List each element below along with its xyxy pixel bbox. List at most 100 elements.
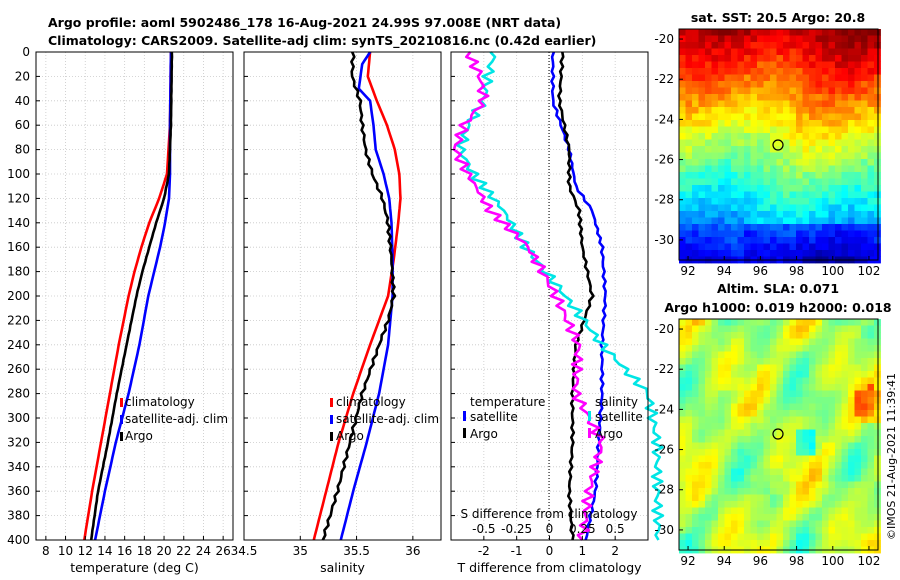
map-cell	[861, 165, 868, 173]
map-cell	[724, 29, 732, 36]
map-cell	[698, 423, 706, 430]
map-cell	[711, 501, 719, 508]
map-cell	[744, 100, 751, 108]
map-cell	[809, 42, 816, 49]
map-cell	[731, 325, 738, 333]
map-cell	[718, 449, 725, 456]
map-cell	[796, 139, 803, 147]
map-cell	[698, 371, 706, 378]
map-cell	[841, 501, 849, 508]
map-cell	[841, 139, 849, 147]
map-cell	[724, 113, 732, 121]
map-cell	[835, 371, 842, 378]
legend-label-climatology: climatology	[125, 395, 195, 409]
map-cell	[815, 191, 823, 199]
map-cell	[711, 533, 719, 541]
x-tick-label: 1	[579, 544, 587, 558]
map-cell	[718, 540, 725, 547]
map-cell	[757, 35, 764, 43]
map-cell	[854, 423, 862, 430]
map-cell	[718, 384, 725, 391]
map-cell	[815, 224, 823, 231]
map-cell	[841, 48, 849, 56]
map-cell	[737, 159, 745, 166]
map-cell	[841, 514, 849, 521]
map-cell	[861, 107, 868, 114]
map-cell	[679, 107, 686, 114]
map-cell	[770, 325, 777, 333]
map-cell	[802, 55, 810, 62]
map-cell	[763, 35, 771, 43]
map-cell	[848, 338, 855, 346]
map-cell	[718, 48, 725, 56]
map-cell	[822, 416, 829, 424]
map-cell	[685, 172, 693, 179]
map-cell	[841, 533, 849, 541]
map-cell	[815, 120, 823, 127]
map-cell	[692, 364, 699, 372]
map-cell	[874, 120, 881, 127]
map-cell	[679, 191, 686, 199]
map-cell	[679, 224, 686, 231]
x-tick-label: 14	[97, 544, 112, 558]
map-cell	[744, 514, 751, 521]
map-cell	[835, 462, 842, 469]
map-cell	[789, 159, 797, 166]
map-cell	[757, 390, 764, 398]
map-cell	[763, 243, 771, 251]
map-cell	[679, 332, 686, 339]
x-tick-label: -2	[478, 544, 490, 558]
map-cell	[776, 120, 784, 127]
map-cell	[867, 501, 875, 508]
map-cell	[776, 250, 784, 257]
map-cell	[874, 494, 881, 502]
map-cell	[776, 81, 784, 88]
map-cell	[789, 81, 797, 88]
map-cell	[685, 165, 693, 173]
map-cell	[874, 68, 881, 75]
map-cell	[698, 146, 706, 153]
map-cell	[731, 74, 738, 82]
map-cell	[731, 94, 738, 101]
map-cell	[679, 527, 686, 534]
map-cell	[809, 390, 816, 398]
map-cell	[698, 211, 706, 218]
map-cell	[861, 113, 868, 121]
map-cell	[841, 468, 849, 476]
map-cell	[744, 217, 751, 225]
map-cell	[867, 74, 875, 82]
map-cell	[731, 165, 738, 173]
map-cell	[724, 185, 732, 192]
map-cell	[711, 42, 719, 49]
legend-title-salinity: salinity	[595, 395, 638, 409]
map-cell	[809, 371, 816, 378]
map-cell	[841, 191, 849, 199]
map-cell	[679, 100, 686, 108]
map-cell	[802, 113, 810, 121]
legend-label-satellite: satellite-adj. clim	[336, 412, 439, 426]
map-cell	[802, 250, 810, 257]
map-cell	[698, 338, 706, 346]
map-cell	[861, 514, 868, 521]
map-cell	[737, 139, 745, 147]
map-cell	[809, 507, 816, 515]
map-cell	[744, 133, 751, 140]
map-cell	[724, 501, 732, 508]
map-cell	[796, 165, 803, 173]
map-cell	[783, 377, 790, 385]
sla-map-cells	[679, 319, 881, 554]
map-cell	[815, 455, 823, 463]
map-cell	[731, 29, 738, 36]
map-cell	[802, 198, 810, 205]
map-cell	[711, 410, 719, 417]
map-cell	[770, 533, 777, 541]
map-cell	[705, 475, 712, 482]
map-cell	[685, 520, 693, 528]
map-cell	[783, 325, 790, 333]
map-cell	[698, 384, 706, 391]
map-cell	[822, 146, 829, 153]
map-cell	[783, 74, 790, 82]
map-cell	[770, 178, 777, 186]
map-cell	[848, 397, 855, 404]
map-cell	[776, 533, 784, 541]
